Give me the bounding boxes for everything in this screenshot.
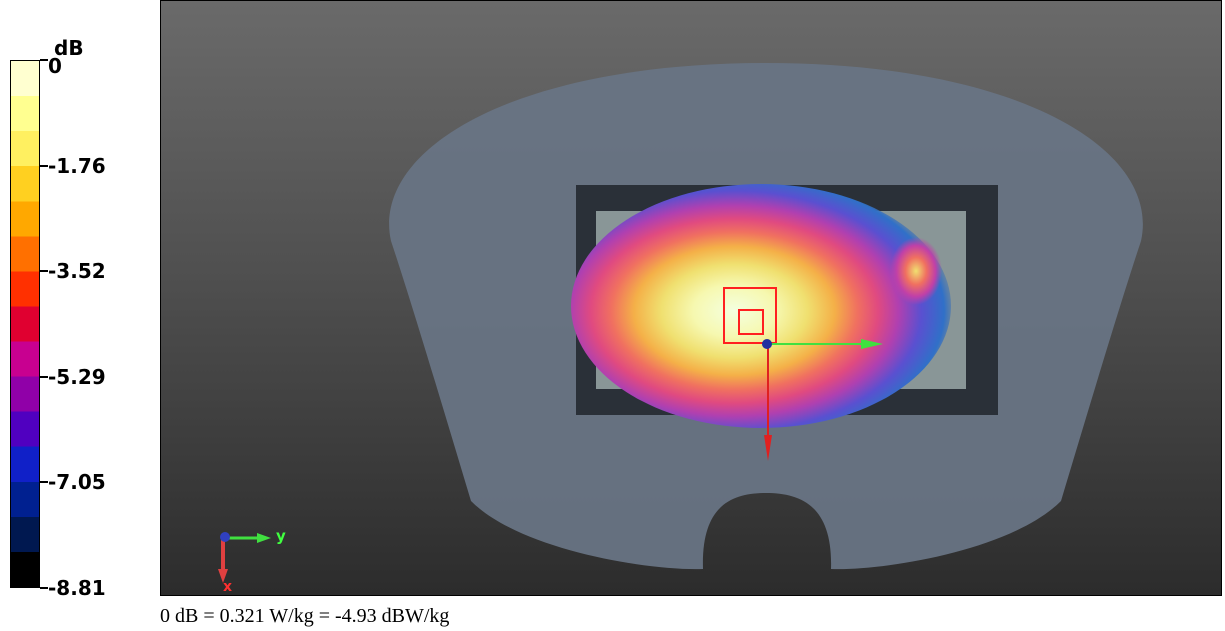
colorbar-tick-label: -3.52 bbox=[48, 259, 106, 284]
colorbar-tick-label: -1.76 bbox=[48, 153, 106, 178]
colorbar-tick-label: -5.29 bbox=[48, 364, 106, 389]
colorbar-tick-label: -8.81 bbox=[48, 576, 106, 600]
colorbar-tick bbox=[40, 270, 48, 273]
colorbar-tick bbox=[40, 481, 48, 484]
sar-distribution bbox=[571, 184, 951, 428]
colorbar-tick bbox=[40, 587, 48, 589]
indicator-x-label: x bbox=[223, 579, 232, 595]
axes-indicator: y x bbox=[218, 527, 286, 595]
zoom-marker-inner bbox=[738, 309, 764, 335]
sar-3d-viewport[interactable]: y x bbox=[160, 0, 1222, 596]
origin-marker bbox=[762, 339, 772, 349]
x-axis-arrowhead bbox=[764, 435, 772, 461]
sar-scene: y x bbox=[218, 63, 1143, 595]
colorbar-tick-label: 0 bbox=[48, 54, 62, 78]
colorbar-tick bbox=[40, 59, 48, 61]
colorbar-legend: dB 0 -1.76 -3.52 -5.29 -7.05 -8.81 bbox=[0, 0, 160, 600]
indicator-y-label: y bbox=[276, 527, 286, 545]
secondary-hotspot bbox=[890, 237, 942, 305]
normalization-caption: 0 dB = 0.321 W/kg = -4.93 dBW/kg bbox=[160, 605, 450, 627]
colorbar bbox=[10, 60, 40, 588]
colorbar-tick bbox=[40, 375, 48, 378]
y-axis-arrowhead bbox=[861, 339, 883, 349]
zoom-marker-outer bbox=[723, 287, 777, 344]
colorbar-tick bbox=[40, 164, 48, 167]
colorbar-tick-label: -7.05 bbox=[48, 470, 106, 495]
legend-unit-label: dB bbox=[54, 36, 84, 60]
